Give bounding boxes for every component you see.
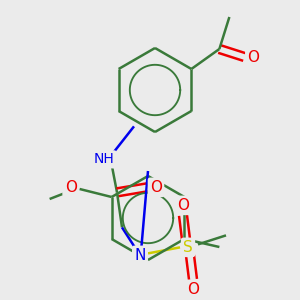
Text: N: N xyxy=(134,248,146,263)
Text: O: O xyxy=(177,198,189,213)
Text: O: O xyxy=(248,50,260,64)
Text: S: S xyxy=(183,240,193,255)
Text: O: O xyxy=(187,282,199,297)
Text: NH: NH xyxy=(94,152,114,167)
Text: O: O xyxy=(64,179,76,194)
Text: O: O xyxy=(150,180,162,195)
